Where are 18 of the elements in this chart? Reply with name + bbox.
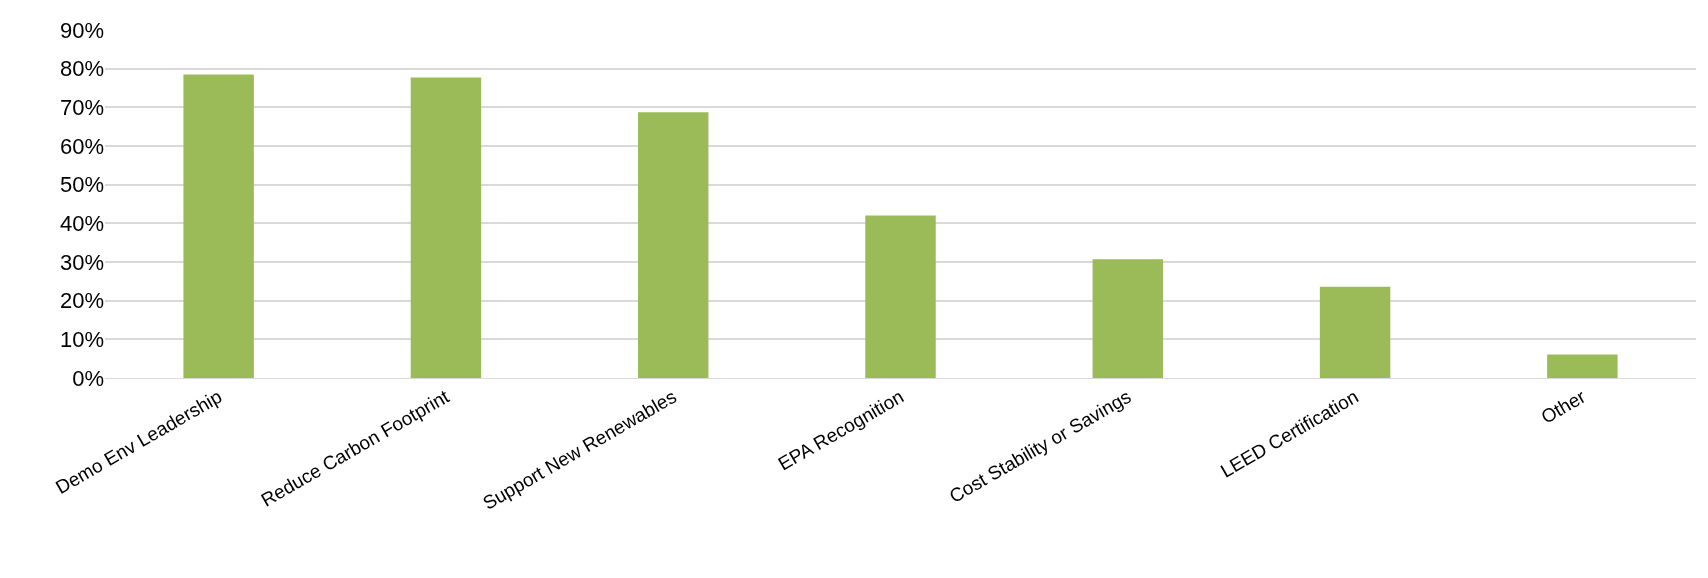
y-tick-label: 30% [59, 249, 104, 275]
y-tick-label: 0% [72, 365, 104, 391]
y-tick-label: 80% [59, 56, 104, 82]
bar [637, 112, 709, 378]
bar [1319, 286, 1391, 378]
bar [1092, 259, 1164, 378]
y-tick-label: 20% [59, 288, 104, 314]
y-tick-label: 60% [59, 133, 104, 159]
y-tick-label: 90% [59, 17, 104, 43]
bar [183, 74, 254, 378]
bar [1547, 354, 1618, 378]
x-tick-label: Other [1537, 385, 1590, 428]
y-tick-label: 70% [59, 95, 104, 121]
y-tick-label: 40% [59, 211, 104, 237]
y-tick-label: 10% [59, 327, 104, 353]
bar [410, 77, 482, 378]
bar [865, 215, 936, 378]
y-tick-label: 50% [59, 172, 104, 198]
